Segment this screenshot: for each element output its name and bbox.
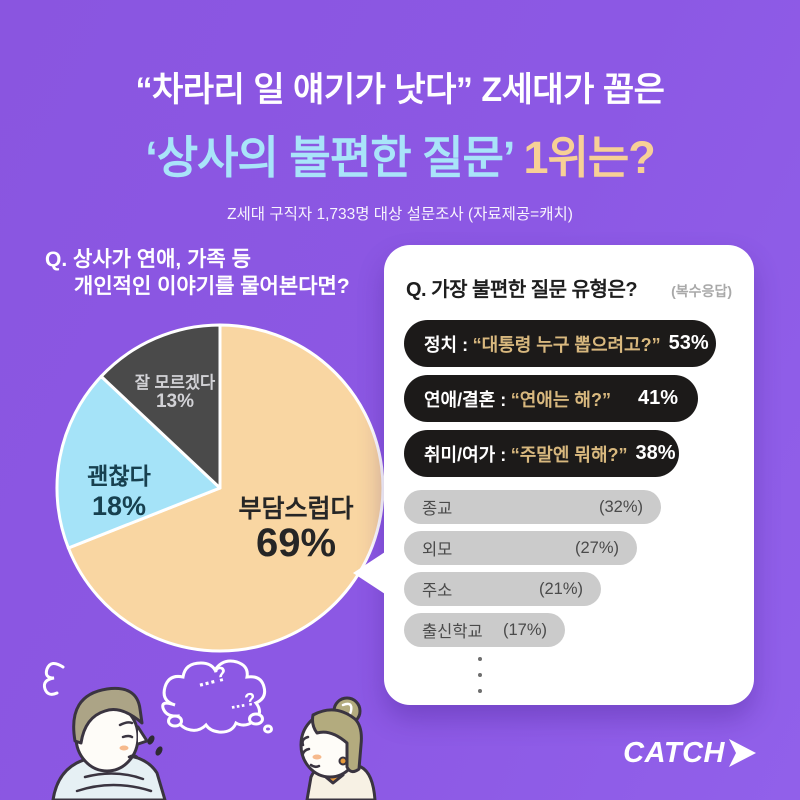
bar-religion: 종교 (32%): [404, 490, 661, 524]
squiggle-icon: [42, 662, 65, 696]
bar-address: 주소 (21%): [404, 572, 601, 606]
card-header: Q. 가장 불편한 질문 유형은? (복수응답): [406, 273, 732, 302]
catch-logo-text: CATCH: [623, 736, 725, 769]
bar-school: 출신학교 (17%): [404, 613, 565, 647]
bar-category: 외모: [422, 541, 453, 559]
pie-slice: [99, 323, 222, 490]
card-question: Q. 가장 불편한 질문 유형은?: [406, 279, 638, 301]
pie-slice-label: 잘 모르겠다: [135, 372, 216, 392]
bar-category: 출신학교: [422, 623, 483, 641]
main-title-line1: “차라리 일 얘기가 낫다” Z세대가 꼽은: [135, 71, 665, 109]
pie-question-line2: 개인적인 이야기를 물어본다면?: [74, 275, 350, 298]
header: “차라리 일 얘기가 낫다” Z세대가 꼽은 ‘상사의 불편한 질문’ 1위는?…: [0, 62, 800, 224]
bar-category: 종교: [422, 500, 453, 518]
pie-slice-label: 부담스럽다: [238, 495, 353, 523]
bar-value: 38%: [635, 442, 676, 464]
bar-value: 53%: [668, 332, 709, 354]
bar-politics: 정치 : “대통령 누구 뽑으려고?” 53%: [404, 320, 716, 367]
catch-arrow-icon: [729, 739, 756, 767]
thought-bubble: [161, 659, 273, 734]
bar-category: 주소: [422, 582, 453, 600]
bar-love-marriage: 연애/결혼 : “연애는 해?” 41%: [404, 375, 698, 422]
multi-answer-note: (복수응답): [671, 283, 732, 299]
bar-value: (27%): [574, 538, 619, 557]
bar-category: 정치 :: [424, 334, 469, 355]
pie-slice-label: 괜찮다: [87, 463, 150, 489]
pie-slice: [66, 323, 385, 653]
bar-value: (21%): [538, 579, 583, 598]
pie-slice-value: 69%: [256, 521, 336, 565]
pie-question-line1: Q. 상사가 연애, 가족 등: [45, 248, 251, 271]
pie-question: Q. 상사가 연애, 가족 등 개인적인 이야기를 물어본다면?: [45, 246, 350, 300]
bar-category: 취미/여가 :: [424, 444, 507, 465]
card-tail: [353, 552, 385, 594]
bubble-text-2: ...?: [228, 689, 257, 713]
bar-quote: “대통령 누구 뽑으려고?”: [472, 334, 661, 355]
bar-hobby-leisure: 취미/여가 : “주말엔 뭐해?” 38%: [404, 430, 679, 477]
bar-quote: “주말엔 뭐해?”: [510, 444, 628, 465]
pie-slice-value: 18%: [92, 491, 146, 521]
pie-slice-value: 13%: [156, 391, 194, 412]
sweat-drops-icon: [147, 735, 163, 756]
characters-illustration: ...? ...?: [42, 659, 377, 800]
bar-quote: “연애는 해?”: [510, 389, 611, 410]
bar-value: (17%): [502, 620, 547, 639]
secondary-bars: 종교 (32%) 외모 (27%) 주소 (21%) 출신학교 (17%): [404, 490, 734, 647]
catch-logo: CATCH: [623, 736, 758, 770]
pie-slice: [55, 374, 222, 550]
bar-value: 41%: [637, 387, 678, 409]
bar-chart-card: Q. 가장 불편한 질문 유형은? (복수응답) 정치 : “대통령 누구 뽑으…: [353, 245, 754, 705]
vertical-ellipsis-icon: [476, 657, 484, 693]
title-highlight: ‘상사의 불편한 질문’: [145, 132, 514, 183]
woman-character: [299, 696, 377, 800]
bar-value: (32%): [598, 497, 643, 516]
survey-subtitle: Z세대 구직자 1,733명 대상 설문조사 (자료제공=캐치): [227, 206, 573, 223]
bar-appearance: 외모 (27%): [404, 531, 637, 565]
main-title-line2: ‘상사의 불편한 질문’ 1위는?: [0, 121, 800, 186]
man-character: [51, 686, 167, 800]
title-accent: 1위는?: [513, 132, 655, 183]
bar-category: 연애/결혼 :: [424, 389, 507, 410]
